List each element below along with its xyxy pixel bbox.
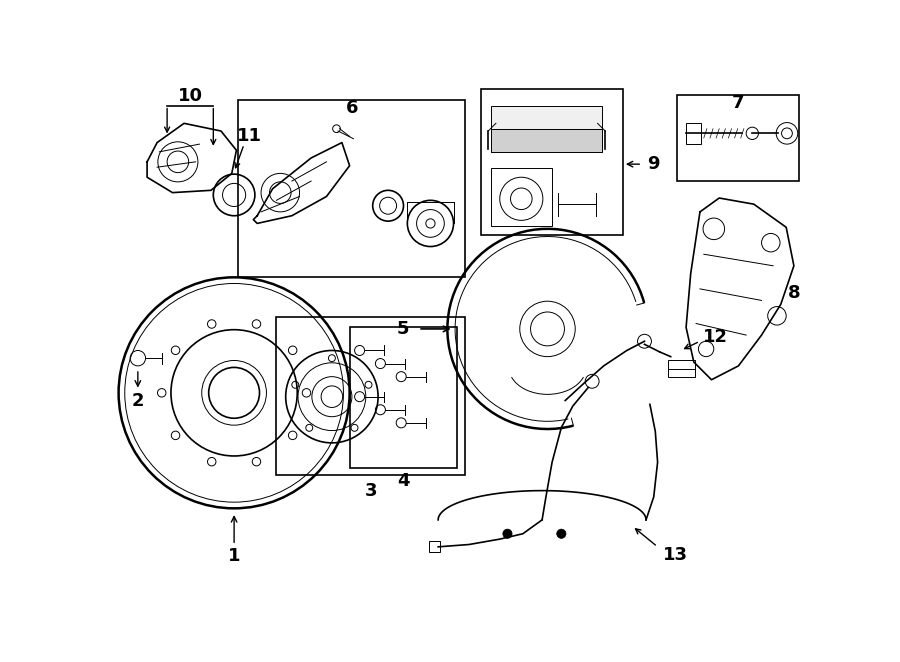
Bar (677, 95, 798, 181)
Bar (276, 317, 465, 475)
Text: 1: 1 (228, 547, 240, 565)
Circle shape (503, 529, 512, 538)
Text: 4: 4 (397, 473, 410, 491)
Bar (429, 542, 440, 552)
Bar (491, 168, 552, 226)
Circle shape (557, 529, 566, 538)
Text: 3: 3 (364, 482, 377, 500)
Bar (491, 106, 602, 152)
Bar (481, 89, 623, 235)
Text: 10: 10 (177, 87, 202, 105)
Text: 9: 9 (647, 155, 660, 173)
Bar (238, 100, 465, 277)
Bar (349, 328, 457, 467)
Text: 7: 7 (732, 93, 744, 111)
Text: 2: 2 (131, 393, 144, 410)
Bar (491, 128, 602, 152)
Text: 6: 6 (346, 99, 358, 117)
Text: 12: 12 (703, 328, 728, 346)
Text: 13: 13 (662, 545, 688, 563)
Text: 5: 5 (397, 320, 409, 338)
Text: 8: 8 (788, 284, 800, 302)
Bar (668, 361, 695, 377)
Bar (686, 122, 701, 144)
Text: 11: 11 (237, 127, 262, 146)
